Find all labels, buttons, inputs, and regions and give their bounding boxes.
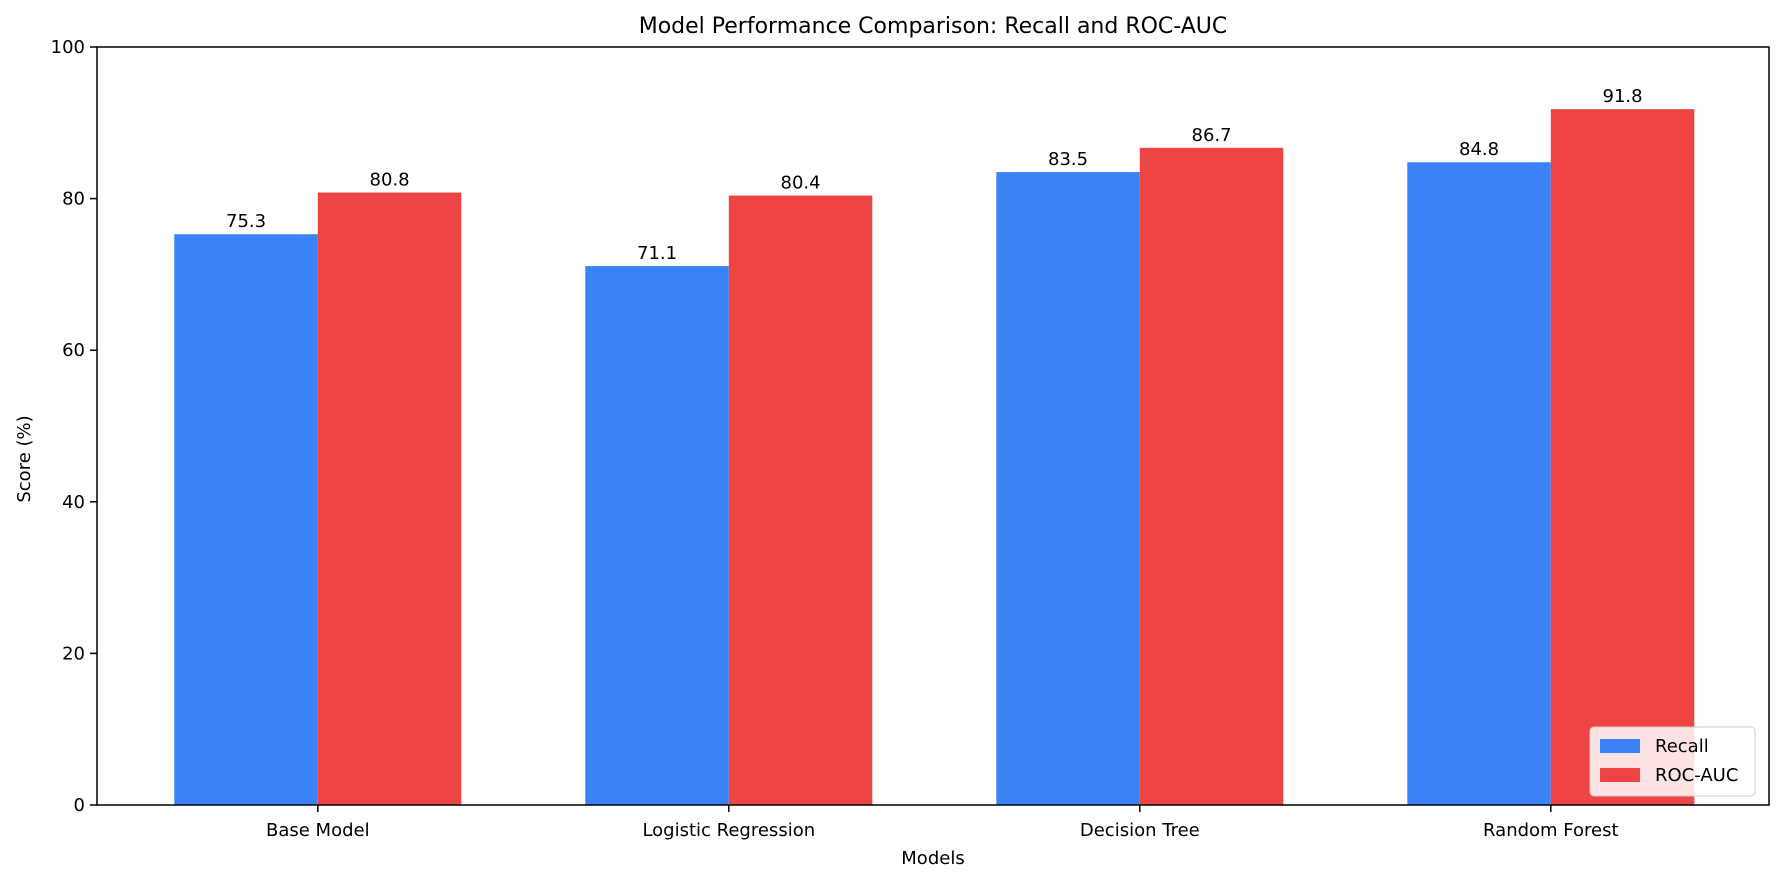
- data-label: 71.1: [637, 243, 677, 264]
- x-tick-label: Random Forest: [1483, 820, 1618, 841]
- x-tick-label: Base Model: [266, 820, 370, 841]
- bar-recall: [996, 172, 1140, 805]
- legend-label: Recall: [1655, 736, 1709, 757]
- y-axis-ticks: 0 20 40 60 80 100: [51, 37, 97, 816]
- bar-recall: [1407, 162, 1551, 805]
- data-label: 83.5: [1048, 149, 1088, 170]
- bar-roc-auc: [1550, 109, 1695, 805]
- data-labels-group: 75.3 80.8 71.1 80.4 83.5 86.7 84.8 91.8: [226, 86, 1643, 264]
- plot-frame: [96, 46, 1770, 806]
- bar-roc-auc: [728, 195, 873, 805]
- bar-recall: [174, 234, 318, 805]
- y-tick-label: 0: [74, 795, 85, 816]
- bars-group: [174, 109, 1695, 806]
- data-label: 80.4: [781, 173, 821, 194]
- legend-swatch: [1600, 739, 1640, 753]
- data-label: 86.7: [1192, 125, 1232, 146]
- y-tick-label: 40: [62, 492, 85, 513]
- data-label: 75.3: [226, 211, 266, 232]
- x-axis-label: Models: [901, 848, 964, 869]
- bar-roc-auc: [1139, 147, 1284, 806]
- x-tick-label: Decision Tree: [1080, 820, 1200, 841]
- x-axis-ticks: Base Model Logistic Regression Decision Tr…: [266, 805, 1619, 841]
- y-tick-label: 20: [62, 643, 85, 664]
- legend-swatch: [1600, 768, 1640, 782]
- y-tick-label: 60: [62, 340, 85, 361]
- data-label: 80.8: [370, 170, 410, 191]
- bar-roc-auc: [317, 192, 462, 805]
- legend: Recall ROC-AUC: [1589, 726, 1756, 797]
- data-label: 91.8: [1603, 86, 1643, 107]
- y-axis-label: Score (%): [14, 415, 35, 502]
- chart-title: Model Performance Comparison: Recall and…: [639, 14, 1228, 39]
- y-tick-label: 80: [62, 189, 85, 210]
- data-label: 84.8: [1459, 139, 1499, 160]
- bar-recall: [585, 266, 729, 805]
- x-tick-label: Logistic Regression: [642, 820, 815, 841]
- legend-label: ROC-AUC: [1655, 765, 1738, 786]
- y-tick-label: 100: [51, 37, 85, 58]
